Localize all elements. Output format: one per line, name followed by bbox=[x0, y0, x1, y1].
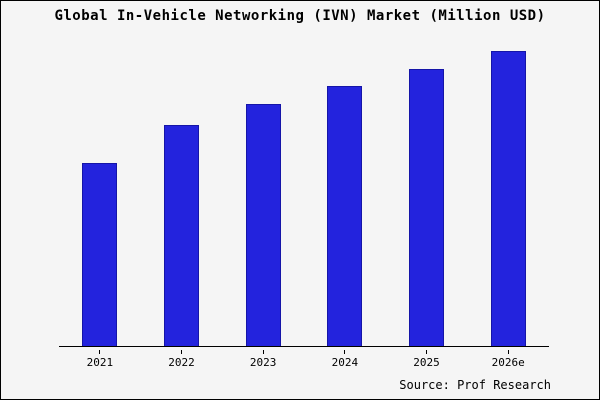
bar-2023 bbox=[245, 104, 281, 346]
x-tick-mark bbox=[426, 350, 428, 354]
bar-slot bbox=[467, 51, 549, 346]
bar-2026e bbox=[490, 51, 526, 346]
x-tick-mark bbox=[344, 350, 346, 354]
x-tick-mark bbox=[262, 350, 264, 354]
bar-slot bbox=[386, 51, 468, 346]
bar-2022 bbox=[164, 124, 199, 346]
x-tick-mark bbox=[99, 350, 101, 354]
x-tick-label-2024: 2024 bbox=[304, 350, 386, 370]
plot-area bbox=[59, 51, 549, 347]
x-tick-label-2022: 2022 bbox=[141, 350, 223, 370]
bar-slot bbox=[59, 51, 141, 346]
x-tick-label-2021: 2021 bbox=[59, 350, 141, 370]
bar-slot bbox=[141, 51, 223, 346]
chart-title: Global In-Vehicle Networking (IVN) Marke… bbox=[54, 8, 546, 24]
x-tick-label-2025: 2025 bbox=[386, 350, 468, 370]
source-caption: Source: Prof Research bbox=[399, 378, 551, 392]
x-tick-label-2023: 2023 bbox=[222, 350, 304, 370]
x-tick-label-2026e: 2026e bbox=[467, 350, 549, 370]
bar-2021 bbox=[82, 163, 118, 346]
bar-2025 bbox=[409, 68, 445, 346]
bar-2024 bbox=[327, 86, 363, 346]
x-tick-mark bbox=[181, 350, 182, 354]
bar-slot bbox=[304, 51, 386, 346]
x-axis-labels: 2021 2022 2023 2024 2025 2026e bbox=[59, 350, 549, 370]
x-tick-mark bbox=[507, 350, 509, 354]
bar-slot bbox=[222, 51, 304, 346]
